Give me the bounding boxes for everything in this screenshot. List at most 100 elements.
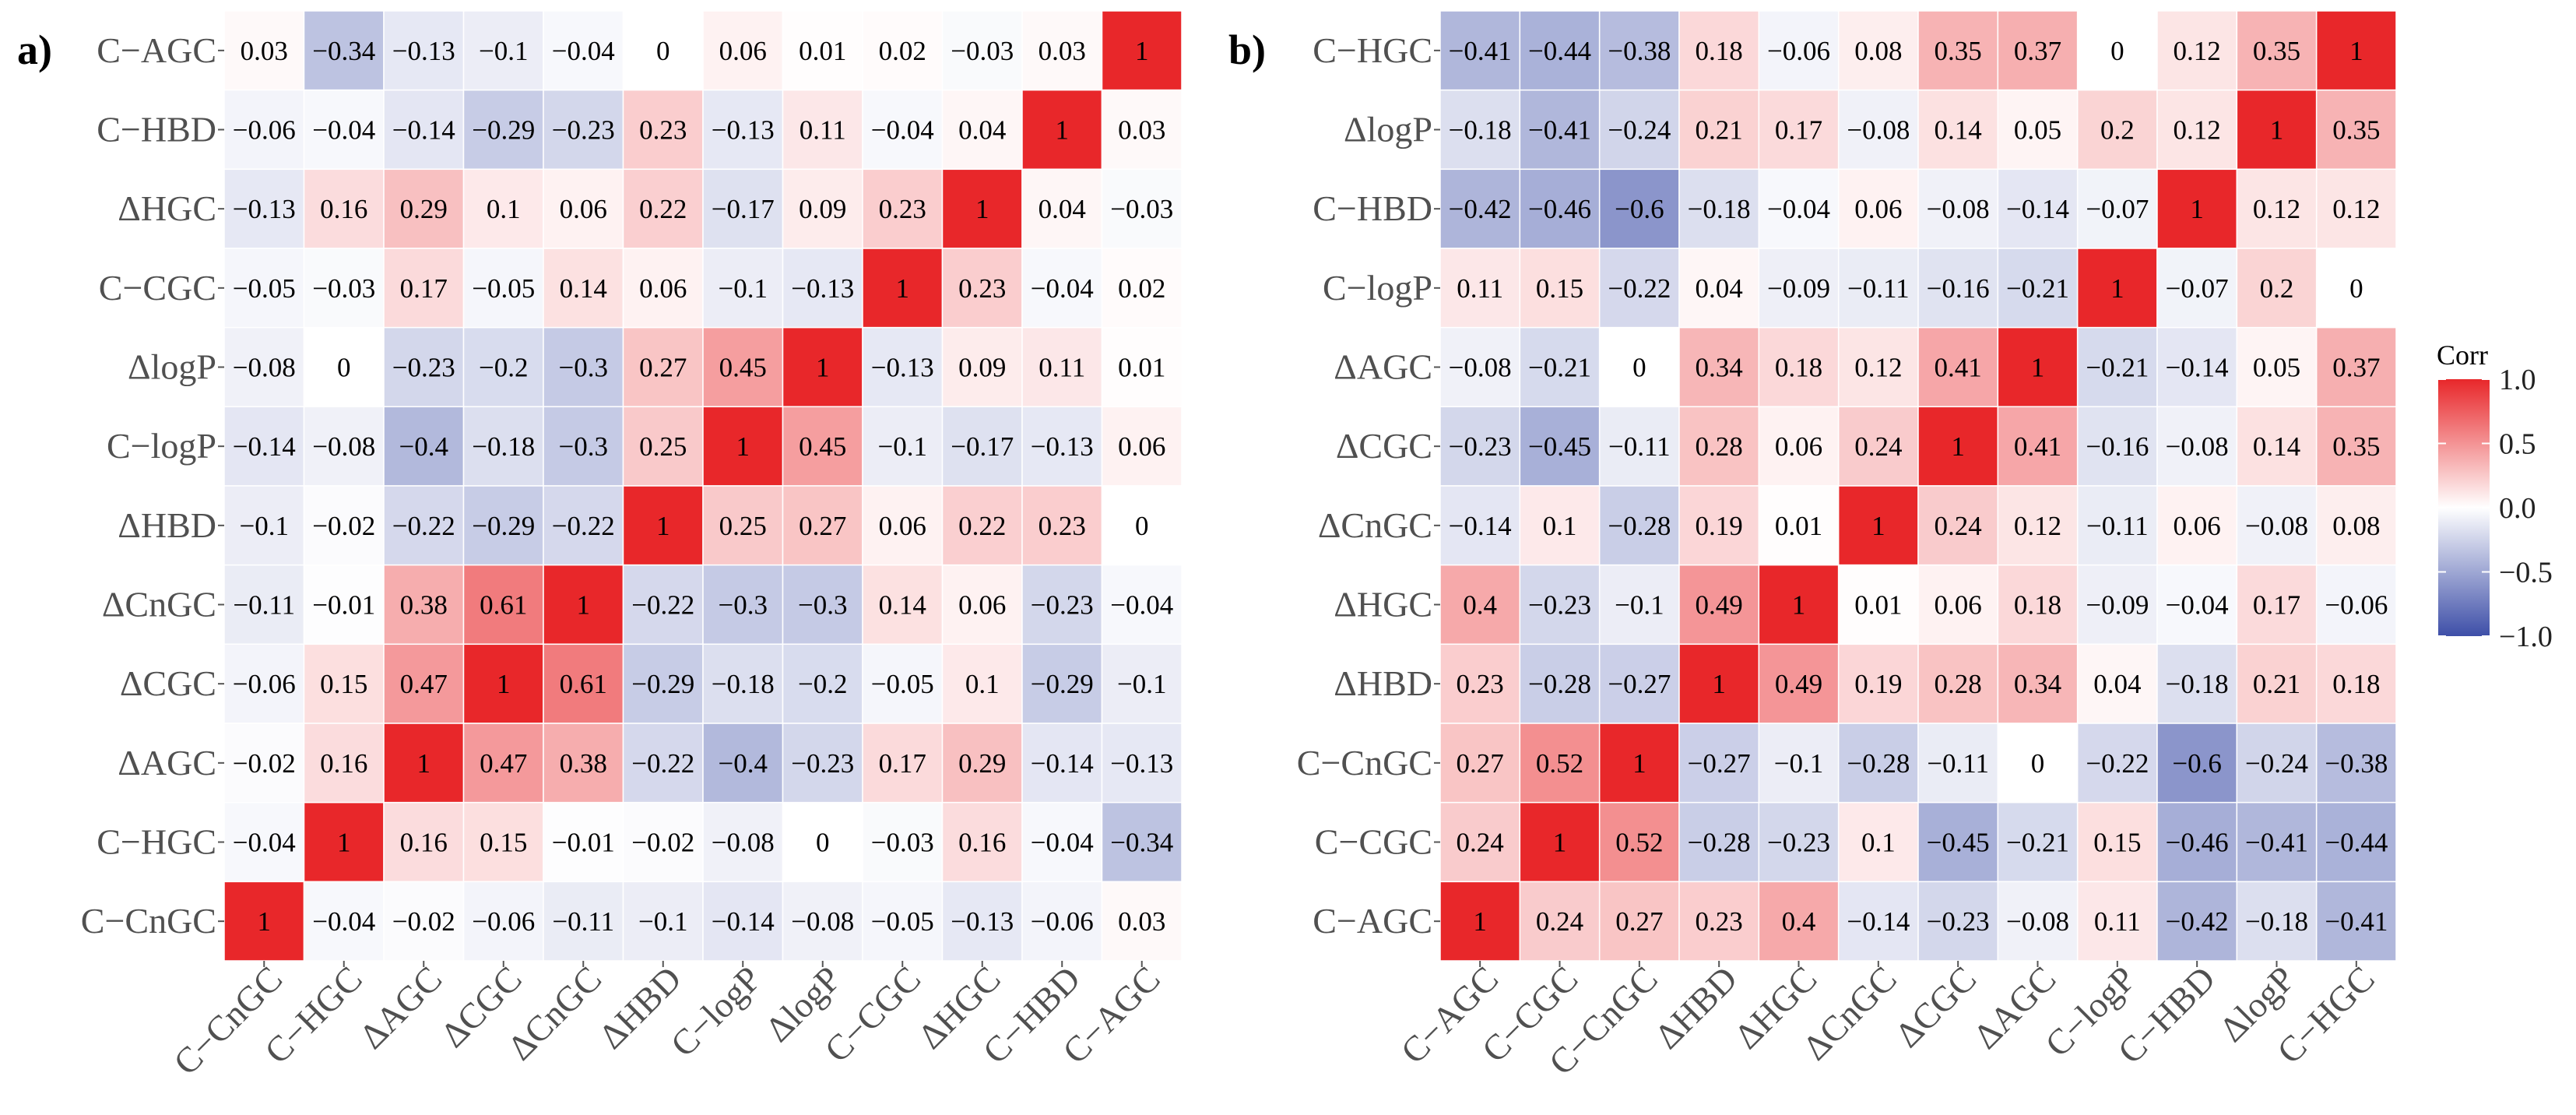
heatmap-cell (702, 801, 784, 883)
heatmap-cell (1519, 406, 1601, 487)
cell-value-label: 0.06 (2174, 511, 2221, 541)
cell-value-label: −0.1 (638, 906, 688, 937)
heatmap-cell (782, 643, 863, 724)
heatmap-cell (223, 485, 305, 566)
cell-value-label: 0.06 (639, 273, 687, 304)
heatmap-cell (1997, 723, 2079, 804)
heatmap-cell (1439, 406, 1521, 487)
heatmap-cell (1598, 564, 1680, 645)
cell-value-label: −0.08 (1847, 115, 1910, 146)
cell-value-label: 0.12 (1854, 353, 1902, 383)
cell-value-label: −0.18 (1688, 194, 1751, 224)
heatmap-cell (1837, 168, 1919, 249)
heatmap-cell (1678, 10, 1760, 91)
heatmap-cell (622, 406, 704, 487)
cell-value-label: 0.2 (2260, 273, 2294, 304)
heatmap-cell (1101, 723, 1183, 804)
cell-value-label: 0.03 (241, 36, 288, 66)
heatmap-cell (941, 564, 1023, 645)
heatmap-cell (702, 89, 784, 171)
cell-value-label: −0.21 (2006, 273, 2069, 304)
cell-value-label: −0.03 (871, 828, 934, 858)
cell-value-label: 0.03 (1118, 115, 1165, 146)
row-label: ΔlogP (128, 347, 216, 387)
cell-value-label: 0.24 (1457, 828, 1504, 858)
cell-value-label: 0.16 (320, 748, 367, 779)
cell-value-label: 0.14 (560, 273, 607, 304)
cell-value-label: −0.28 (1688, 828, 1751, 858)
cell-value-label: −0.14 (1847, 906, 1910, 937)
cell-value-label: 0.12 (2332, 194, 2380, 224)
cell-value-label: 0 (1632, 353, 1646, 383)
heatmap-cell (1598, 643, 1680, 724)
heatmap-cell (2076, 89, 2158, 171)
cell-value-label: −0.04 (1110, 590, 1173, 621)
cell-value-label: −0.29 (1031, 669, 1094, 699)
cell-value-label: −0.18 (2166, 669, 2229, 699)
cell-value-label: 0.11 (1038, 353, 1085, 383)
row-label: ΔCnGC (1318, 505, 1432, 545)
heatmap-cell (862, 801, 944, 883)
heatmap-cell (303, 723, 385, 804)
heatmap-cell (543, 485, 624, 566)
heatmap-cell (941, 248, 1023, 329)
cell-value-label: 0.15 (2093, 828, 2141, 858)
heatmap-cell (1439, 10, 1521, 91)
cell-value-label: −0.28 (1608, 511, 1671, 541)
heatmap-cell (2156, 564, 2238, 645)
heatmap-cell (2156, 406, 2238, 487)
cell-value-label: 0.17 (879, 748, 926, 779)
cell-value-label: 1 (2031, 353, 2045, 383)
heatmap-cell (2156, 168, 2238, 249)
heatmap-cell (2076, 10, 2158, 91)
heatmap-cell (622, 643, 704, 724)
cell-value-label: −0.01 (312, 590, 375, 621)
legend-tick-label: 1.0 (2499, 364, 2536, 396)
heatmap-cell (1758, 248, 1840, 329)
cell-value-label: 0.03 (1118, 906, 1165, 937)
row-label: C−HGC (97, 822, 216, 862)
cell-value-label: −0.22 (1608, 273, 1671, 304)
heatmap-cell (2076, 881, 2158, 962)
heatmap-cell (702, 406, 784, 487)
row-label: C−CGC (1315, 822, 1432, 862)
cell-value-label: 0.01 (799, 36, 846, 66)
cell-value-label: 0.08 (1854, 36, 1902, 66)
heatmap-cell (462, 406, 544, 487)
legend-tick-label: 0.5 (2499, 428, 2536, 461)
row-label: C−logP (1323, 268, 1432, 308)
heatmap-cell (622, 881, 704, 962)
heatmap-cell (1101, 801, 1183, 883)
heatmap-cell (1678, 723, 1760, 804)
cell-value-label: 0.01 (1118, 353, 1165, 383)
cell-value-label: 0.02 (879, 36, 926, 66)
heatmap-cell (223, 564, 305, 645)
heatmap-cell (1917, 643, 1999, 724)
cell-value-label: 0.47 (400, 669, 448, 699)
cell-value-label: −0.13 (1110, 748, 1173, 779)
cell-value-label: 0.47 (480, 748, 527, 779)
cell-value-label: −0.18 (472, 431, 535, 462)
cell-value-label: −0.05 (233, 273, 296, 304)
heatmap-cell (1101, 168, 1183, 249)
heatmap-cell (1598, 248, 1680, 329)
cell-value-label: 0.23 (639, 115, 687, 146)
cell-value-label: 0.06 (719, 36, 767, 66)
cell-value-label: −0.04 (312, 906, 375, 937)
heatmap-cell (2315, 643, 2397, 724)
heatmap-cell (1101, 881, 1183, 962)
cell-value-label: −0.06 (2325, 590, 2388, 621)
heatmap-cell (462, 485, 544, 566)
heatmap-cell (1519, 643, 1601, 724)
cell-value-label: −0.3 (798, 590, 848, 621)
heatmap-cell (1598, 881, 1680, 962)
cell-value-label: −0.05 (871, 906, 934, 937)
cell-value-label: 0.15 (320, 669, 367, 699)
heatmap-cell (1997, 564, 2079, 645)
heatmap-cell (1837, 801, 1919, 883)
cell-value-label: −0.14 (1449, 511, 1512, 541)
cell-value-label: −0.3 (559, 431, 609, 462)
cell-value-label: 1 (1553, 828, 1567, 858)
row-label: C−HBD (1313, 188, 1432, 228)
